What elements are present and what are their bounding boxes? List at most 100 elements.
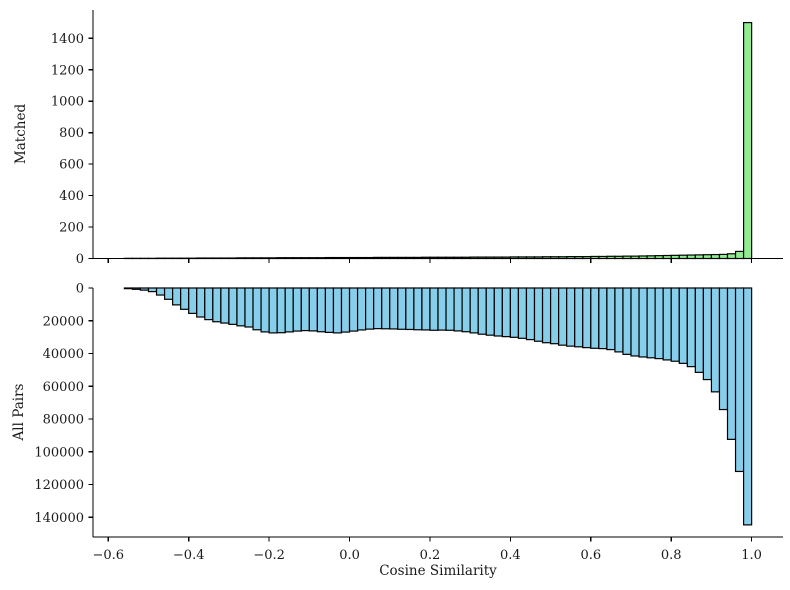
- histogram-bar: [525, 287, 536, 341]
- histogram-bar: [485, 287, 495, 336]
- bars-top: [123, 21, 753, 260]
- histogram-bar: [308, 287, 318, 332]
- histogram-bar: [228, 287, 238, 325]
- histogram-bar: [558, 287, 568, 346]
- histogram-bar: [131, 287, 142, 290]
- histogram-bar: [284, 287, 294, 333]
- histogram-bar: [397, 287, 407, 330]
- y-tick-label: 400: [59, 189, 84, 204]
- histogram-bar: [172, 287, 182, 306]
- x-tick-label: 0.8: [661, 548, 682, 563]
- bars-bottom: [123, 287, 753, 526]
- y-tick-label: 1400: [51, 32, 84, 47]
- histogram-bar: [493, 287, 503, 337]
- histogram-bar: [421, 287, 431, 331]
- x-tick-label: −0.6: [92, 548, 124, 563]
- histogram-bar: [276, 287, 286, 334]
- histogram-bar: [204, 287, 214, 321]
- histogram-bar: [734, 250, 745, 260]
- histogram-bar: [694, 287, 704, 373]
- histogram-bar: [147, 287, 158, 293]
- y-tick-label: 0: [76, 282, 84, 297]
- y-tick-label: 800: [59, 126, 84, 141]
- histogram-bar: [670, 287, 680, 362]
- histogram-bar: [614, 287, 624, 353]
- histogram-bar: [678, 287, 688, 364]
- y-tick-label: 100000: [34, 445, 84, 460]
- histogram-bar: [646, 287, 656, 359]
- histogram-bar: [389, 287, 399, 330]
- histogram-bar: [244, 287, 254, 328]
- histogram-bar: [469, 287, 479, 334]
- histogram-bar: [123, 287, 134, 290]
- y-tick-label: 600: [59, 158, 84, 173]
- histogram-bar: [726, 287, 737, 440]
- histogram-bar: [236, 287, 246, 327]
- y-tick-label: 1200: [51, 63, 84, 78]
- histogram-bar: [365, 287, 375, 330]
- histogram-bar: [726, 253, 737, 260]
- histogram-bar: [638, 287, 648, 358]
- histogram-bar: [509, 287, 520, 338]
- histogram-bar: [686, 287, 696, 368]
- y-tick-label: 120000: [34, 478, 84, 493]
- histogram-bar: [316, 287, 327, 333]
- histogram-bar: [630, 287, 640, 357]
- histogram-bar: [461, 287, 471, 333]
- tick-labels-bottom: 0 20000 40000 60000 80000 100000 120000 140000 −…: [34, 282, 762, 564]
- histogram-bar: [429, 287, 439, 331]
- histogram-bar: [196, 287, 206, 318]
- x-tick-label: 0.6: [580, 548, 601, 563]
- histogram-bar: [139, 287, 150, 291]
- x-tick-label: −0.4: [173, 548, 205, 563]
- x-tick-label: −0.2: [253, 548, 285, 563]
- histogram-bar: [437, 287, 447, 331]
- histogram-bar: [324, 287, 335, 333]
- histogram-bar: [300, 287, 310, 332]
- histogram-bar: [477, 287, 487, 335]
- histogram-bar: [340, 287, 351, 333]
- histogram-bar: [212, 287, 222, 323]
- y-tick-label: 60000: [43, 380, 84, 395]
- histogram-bar: [702, 287, 713, 381]
- histogram-bar: [742, 287, 753, 526]
- histogram-bar: [662, 287, 672, 361]
- histogram-bar: [163, 287, 174, 300]
- y-tick-label: 20000: [43, 314, 84, 329]
- axis-spines-top: [92, 10, 783, 260]
- histogram-bar: [598, 287, 608, 350]
- histogram-bar: [188, 287, 198, 314]
- y-tick-label: 140000: [34, 511, 84, 526]
- histogram-bar: [252, 287, 262, 331]
- histogram-bar: [373, 287, 383, 330]
- histogram-bar: [292, 287, 302, 332]
- tick-labels-top: 0 200 400 600 800 1000 1200 1400: [51, 32, 84, 267]
- histogram-bar: [180, 287, 190, 310]
- histogram-bar: [533, 287, 544, 342]
- histogram-bar: [742, 21, 753, 260]
- y-tick-label: 200: [59, 221, 84, 236]
- histogram-bar: [549, 287, 560, 345]
- x-tick-label: 0.4: [500, 548, 521, 563]
- histogram-bar: [453, 287, 463, 332]
- histogram-bar: [268, 287, 278, 334]
- histogram-bar: [356, 287, 367, 331]
- histogram-bar: [381, 287, 391, 330]
- axis-spines-bottom: [92, 288, 783, 538]
- histogram-bar: [606, 287, 616, 351]
- histogram-bar: [445, 287, 455, 331]
- histogram-bar: [582, 287, 592, 349]
- x-tick-label: 0.2: [420, 548, 441, 563]
- y-tick-label: 80000: [43, 413, 84, 428]
- histogram-bar: [501, 287, 511, 338]
- histogram-bar: [654, 287, 664, 360]
- x-tick-label: 0.0: [339, 548, 360, 563]
- histogram-bar: [348, 287, 359, 332]
- histogram-bar: [405, 287, 415, 331]
- histogram-bar: [710, 287, 721, 393]
- histogram-bar: [590, 287, 600, 349]
- histogram-bar: [413, 287, 423, 331]
- bottom-y-axis-label: All Pairs: [11, 383, 27, 441]
